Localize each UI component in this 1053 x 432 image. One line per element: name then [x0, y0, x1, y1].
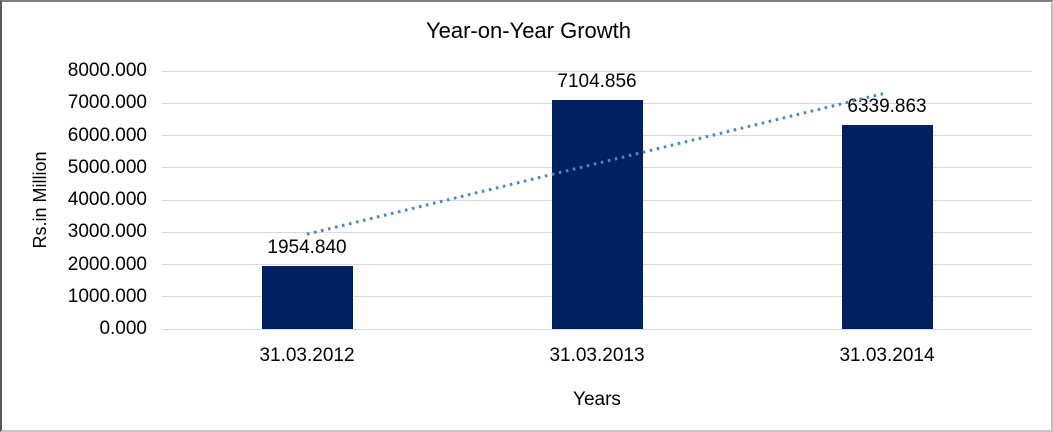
bar: [551, 99, 643, 329]
bar-data-label: 6339.863: [847, 95, 927, 117]
y-tick-label: 2000.000: [67, 253, 147, 275]
gridline: [162, 70, 1032, 72]
plot-area: 1954.840 7104.856 6339.863: [162, 70, 1032, 330]
x-tick-label: 31.03.2013: [549, 345, 645, 366]
y-tick-label: 7000.000: [67, 92, 147, 114]
bar: [261, 265, 353, 329]
y-tick-label: 5000.000: [67, 156, 147, 178]
chart-title: Year-on-Year Growth: [425, 18, 632, 43]
y-tick-label: 0.000: [99, 318, 147, 339]
y-tick-label: 4000.000: [67, 189, 147, 210]
bar: [841, 124, 933, 329]
bar-data-label: 7104.856: [557, 70, 637, 92]
y-tick-label: 1000.000: [67, 285, 147, 307]
x-axis-title: Years: [573, 389, 621, 410]
y-tick-label: 3000.000: [67, 221, 147, 243]
x-tick-label: 31.03.2014: [839, 345, 935, 366]
gridline: [162, 328, 1032, 330]
x-tick-label: 31.03.2012: [259, 345, 355, 366]
bar-data-label: 1954.840: [267, 236, 347, 258]
y-tick-label: 6000.000: [67, 124, 147, 146]
y-tick-label: 8000.000: [67, 60, 147, 81]
